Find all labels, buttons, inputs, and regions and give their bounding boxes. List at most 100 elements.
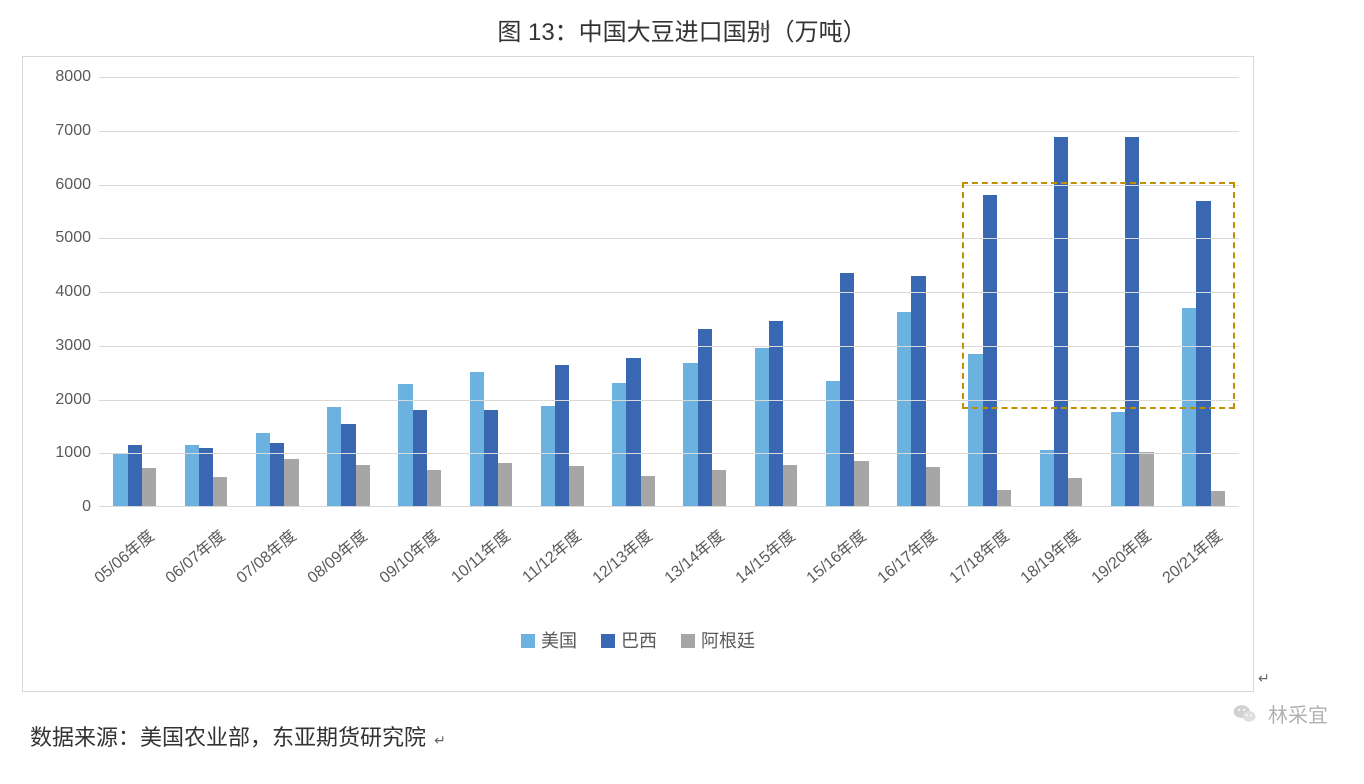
legend-swatch: [681, 634, 695, 648]
bar: [626, 358, 640, 507]
gridline: [99, 238, 1239, 239]
bar: [783, 465, 797, 507]
bar: [683, 363, 697, 507]
x-tick-label: 20/21年度: [1156, 523, 1227, 588]
bar: [1196, 201, 1210, 507]
bar: [1211, 491, 1225, 507]
bar: [968, 354, 982, 507]
bar: [997, 490, 1011, 507]
bar: [840, 273, 854, 507]
source-text: 数据来源：美国农业部，东亚期货研究院: [30, 725, 426, 750]
x-tick-label: 08/09年度: [301, 523, 372, 588]
gridline: [99, 346, 1239, 347]
bar: [413, 410, 427, 507]
watermark-text: 林采宜: [1268, 699, 1328, 728]
y-tick-label: 2000: [31, 391, 91, 409]
paragraph-mark: ↵: [1258, 670, 1270, 687]
chart-legend: 美国 巴西 阿根廷: [23, 627, 1253, 653]
chart-title: 图 13：中国大豆进口国别（万吨）: [0, 12, 1364, 47]
bar: [427, 470, 441, 507]
bar: [1054, 137, 1068, 507]
bar: [1125, 137, 1139, 507]
bar: [769, 321, 783, 507]
bar: [641, 476, 655, 507]
bar: [113, 454, 127, 507]
gridline: [99, 292, 1239, 293]
x-tick-label: 17/18年度: [942, 523, 1013, 588]
wechat-icon: [1232, 701, 1258, 727]
y-tick-label: 4000: [31, 283, 91, 301]
gridline: [99, 131, 1239, 132]
paragraph-mark: ↵: [760, 20, 772, 37]
y-tick-label: 6000: [31, 176, 91, 194]
legend-label: 美国: [541, 631, 577, 651]
bar: [1040, 450, 1054, 507]
bar: [1182, 308, 1196, 507]
y-tick-label: 5000: [31, 229, 91, 247]
bar: [1139, 452, 1153, 507]
x-axis-baseline: [99, 506, 1239, 507]
bar: [356, 465, 370, 507]
x-tick-label: 19/20年度: [1085, 523, 1156, 588]
bar: [213, 477, 227, 507]
x-tick-label: 10/11年度: [445, 523, 515, 587]
chart-plot-area: 010002000300040005000600070008000: [99, 77, 1239, 507]
bar: [142, 468, 156, 507]
bar: [284, 459, 298, 507]
bar: [327, 407, 341, 508]
y-tick-label: 7000: [31, 122, 91, 140]
x-tick-label: 16/17年度: [871, 523, 942, 588]
x-tick-label: 15/16年度: [800, 523, 871, 588]
bar: [698, 329, 712, 507]
x-axis-labels: 05/06年度06/07年度07/08年度08/09年度09/10年度10/11…: [99, 509, 1239, 619]
bar: [569, 466, 583, 507]
bar: [256, 433, 270, 507]
bar: [341, 424, 355, 507]
bar: [398, 384, 412, 507]
bar: [484, 410, 498, 507]
legend-item: 阿根廷: [681, 627, 755, 653]
bar: [983, 195, 997, 507]
bar: [612, 383, 626, 507]
paragraph-mark: ↵: [434, 732, 446, 748]
bar: [498, 463, 512, 507]
bar: [926, 467, 940, 507]
bar: [755, 348, 769, 507]
x-tick-label: 09/10年度: [372, 523, 443, 588]
y-tick-label: 0: [31, 498, 91, 516]
bar: [541, 406, 555, 507]
x-tick-label: 18/19年度: [1014, 523, 1085, 588]
bar: [470, 372, 484, 507]
x-tick-label: 05/06年度: [87, 523, 158, 588]
legend-item: 巴西: [601, 627, 657, 653]
y-tick-label: 1000: [31, 444, 91, 462]
x-tick-label: 14/15年度: [729, 523, 800, 588]
legend-label: 阿根廷: [701, 631, 755, 651]
chart-frame: 010002000300040005000600070008000 05/06年…: [22, 56, 1254, 692]
gridline: [99, 400, 1239, 401]
bar: [555, 365, 569, 507]
bar: [712, 470, 726, 507]
y-tick-label: 8000: [31, 68, 91, 86]
x-tick-label: 11/12年度: [516, 523, 586, 587]
gridline: [99, 453, 1239, 454]
gridline: [99, 185, 1239, 186]
bar: [1111, 412, 1125, 507]
legend-swatch: [521, 634, 535, 648]
x-tick-label: 07/08年度: [230, 523, 301, 588]
legend-swatch: [601, 634, 615, 648]
gridline: [99, 77, 1239, 78]
y-tick-label: 3000: [31, 337, 91, 355]
legend-item: 美国: [521, 627, 577, 653]
source-attribution: 数据来源：美国农业部，东亚期货研究院 ↵: [30, 720, 446, 752]
x-tick-label: 06/07年度: [159, 523, 230, 588]
bar: [897, 312, 911, 507]
bar: [911, 276, 925, 507]
x-tick-label: 12/13年度: [586, 523, 657, 588]
legend-label: 巴西: [621, 631, 657, 651]
bar: [1068, 478, 1082, 507]
x-tick-label: 13/14年度: [657, 523, 728, 588]
bar: [199, 448, 213, 507]
bar: [854, 461, 868, 507]
wechat-watermark: 林采宜: [1232, 699, 1328, 728]
